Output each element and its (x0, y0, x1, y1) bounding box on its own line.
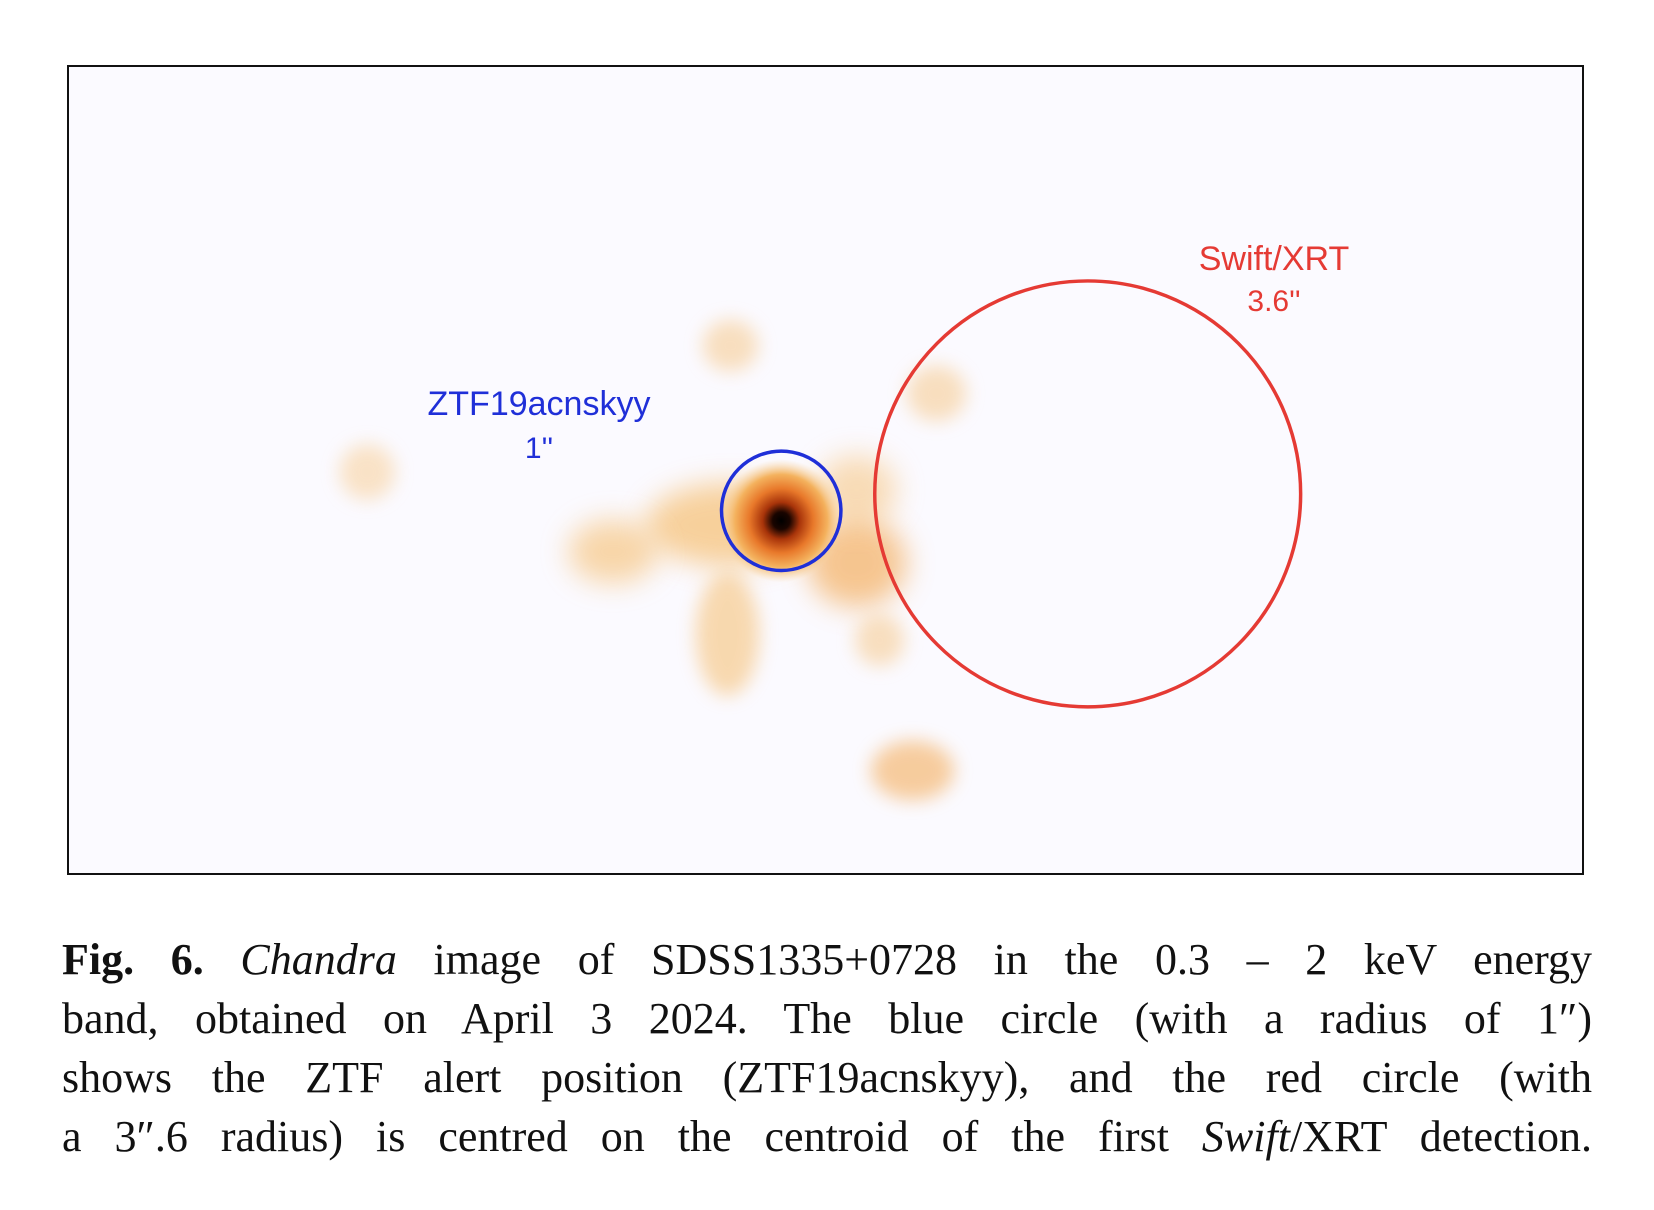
swift-name-label: Swift/XRT (1198, 240, 1350, 278)
caption-line4-end: /XRT detection. (1289, 1112, 1592, 1161)
emission-blob (906, 365, 967, 422)
emission-blob (702, 319, 759, 372)
emission-blob (695, 572, 760, 696)
emission-blob (854, 614, 905, 667)
swift-radius-label: 3.6'' (1247, 285, 1301, 318)
xray-source-core (719, 459, 843, 583)
caption-line-1: Fig. 6. Chandra image of SDSS1335+0728 i… (62, 930, 1592, 989)
chandra-image-panel: ZTF19acnskyy 1'' Swift/XRT 3.6'' (67, 65, 1584, 875)
chandra-image (339, 279, 1303, 801)
swift-label: Swift/XRT 3.6'' (1174, 242, 1374, 317)
ztf-label: ZTF19acnskyy 1'' (414, 387, 664, 464)
caption-swift: Swift (1201, 1112, 1290, 1161)
caption-line-2: band, obtained on April 3 2024. The blue… (62, 994, 1592, 1043)
figure-caption: Fig. 6. Chandra image of SDSS1335+0728 i… (62, 930, 1592, 1166)
swift-xrt-circle (873, 279, 1303, 709)
emission-blob (568, 519, 658, 584)
caption-chandra: Chandra (240, 935, 397, 984)
caption-line-4: a 3″.6 radius) is centred on the centroi… (62, 1107, 1592, 1166)
ztf-position-circle (719, 449, 843, 573)
caption-line4-start: a 3″.6 radius) is centred on the centroi… (62, 1112, 1202, 1161)
figure-number: Fig. 6. (62, 935, 204, 984)
emission-blob (870, 740, 955, 801)
ztf-name-label: ZTF19acnskyy (427, 385, 651, 423)
ztf-radius-label: 1'' (524, 432, 554, 465)
emission-blob (339, 444, 396, 500)
caption-line1-text: image of SDSS1335+0728 in the 0.3 – 2 ke… (396, 935, 1592, 984)
caption-line-3: shows the ZTF alert position (ZTF19acnsk… (62, 1053, 1592, 1102)
diffuse-emission (339, 319, 967, 801)
